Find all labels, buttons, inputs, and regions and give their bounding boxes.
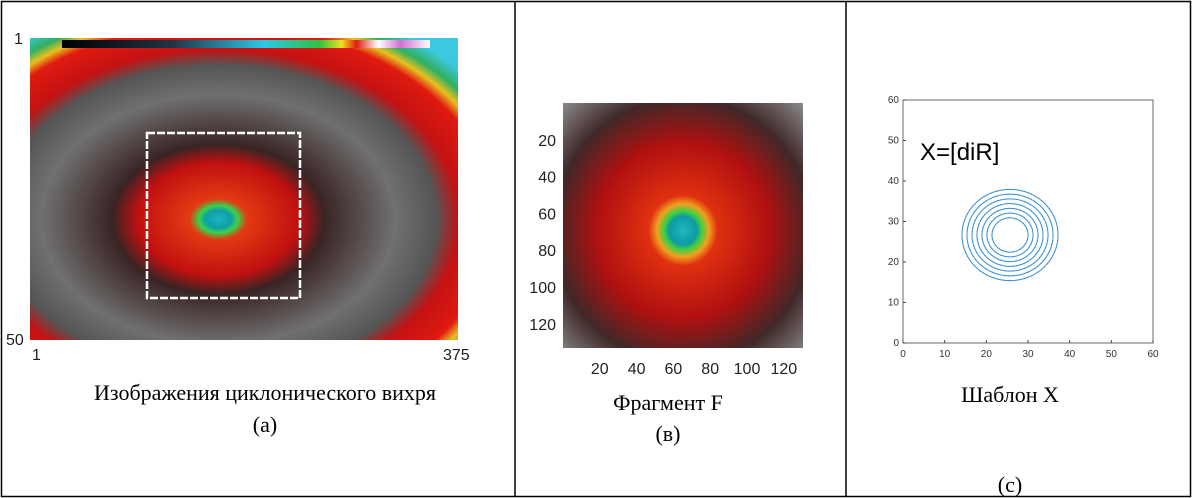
panel-label: (c): [998, 472, 1022, 497]
y-tick-label: 50: [888, 136, 900, 147]
panel-label: (в): [655, 421, 680, 446]
y-tick-label: 100: [529, 280, 556, 297]
corner-label: 1: [32, 347, 41, 364]
y-tick-label: 10: [888, 298, 900, 309]
quiver-arrow: [1042, 229, 1043, 234]
x-tick-label: 10: [939, 349, 951, 360]
x-tick-label: 60: [1147, 349, 1159, 360]
y-tick-label: 40: [538, 170, 556, 187]
satellite-image: [30, 38, 458, 340]
corner-label: 50: [6, 332, 24, 349]
x-tick-label: 0: [900, 349, 906, 360]
x-tick-label: 50: [1106, 349, 1118, 360]
x-tick-label: 120: [770, 361, 797, 378]
y-tick-label: 120: [529, 317, 556, 334]
caption: Фрагмент F: [613, 390, 723, 415]
x-tick-label: 80: [701, 361, 719, 378]
x-tick-label: 40: [1064, 349, 1076, 360]
y-tick-label: 0: [893, 338, 899, 349]
y-tick-label: 20: [888, 257, 900, 268]
y-tick-label: 40: [888, 176, 900, 187]
y-tick-label: 20: [538, 133, 556, 150]
x-tick-label: 30: [1022, 349, 1034, 360]
y-tick-label: 60: [888, 95, 900, 106]
fragment-image: [563, 103, 803, 348]
colorbar: [62, 40, 430, 48]
y-tick-label: 60: [538, 206, 556, 223]
x-tick-label: 60: [665, 361, 683, 378]
corner-label: 1: [14, 31, 23, 48]
figure: 1 50 1 375 Изображения циклонического ви…: [0, 0, 1192, 498]
panel-label: (a): [253, 412, 277, 437]
quiver-arrow: [1048, 229, 1049, 234]
x-tick-label: 20: [591, 361, 609, 378]
annotation: X=[diR]: [920, 139, 999, 166]
caption: Изображения циклонического вихря: [94, 380, 436, 405]
caption: Шаблон X: [961, 382, 1059, 407]
x-tick-label: 100: [734, 361, 761, 378]
y-tick-label: 80: [538, 243, 556, 260]
x-tick-label: 20: [981, 349, 993, 360]
y-tick-label: 30: [888, 217, 900, 228]
quiver-arrow: [1037, 229, 1038, 234]
corner-label: 375: [443, 347, 470, 364]
x-tick-label: 40: [628, 361, 646, 378]
